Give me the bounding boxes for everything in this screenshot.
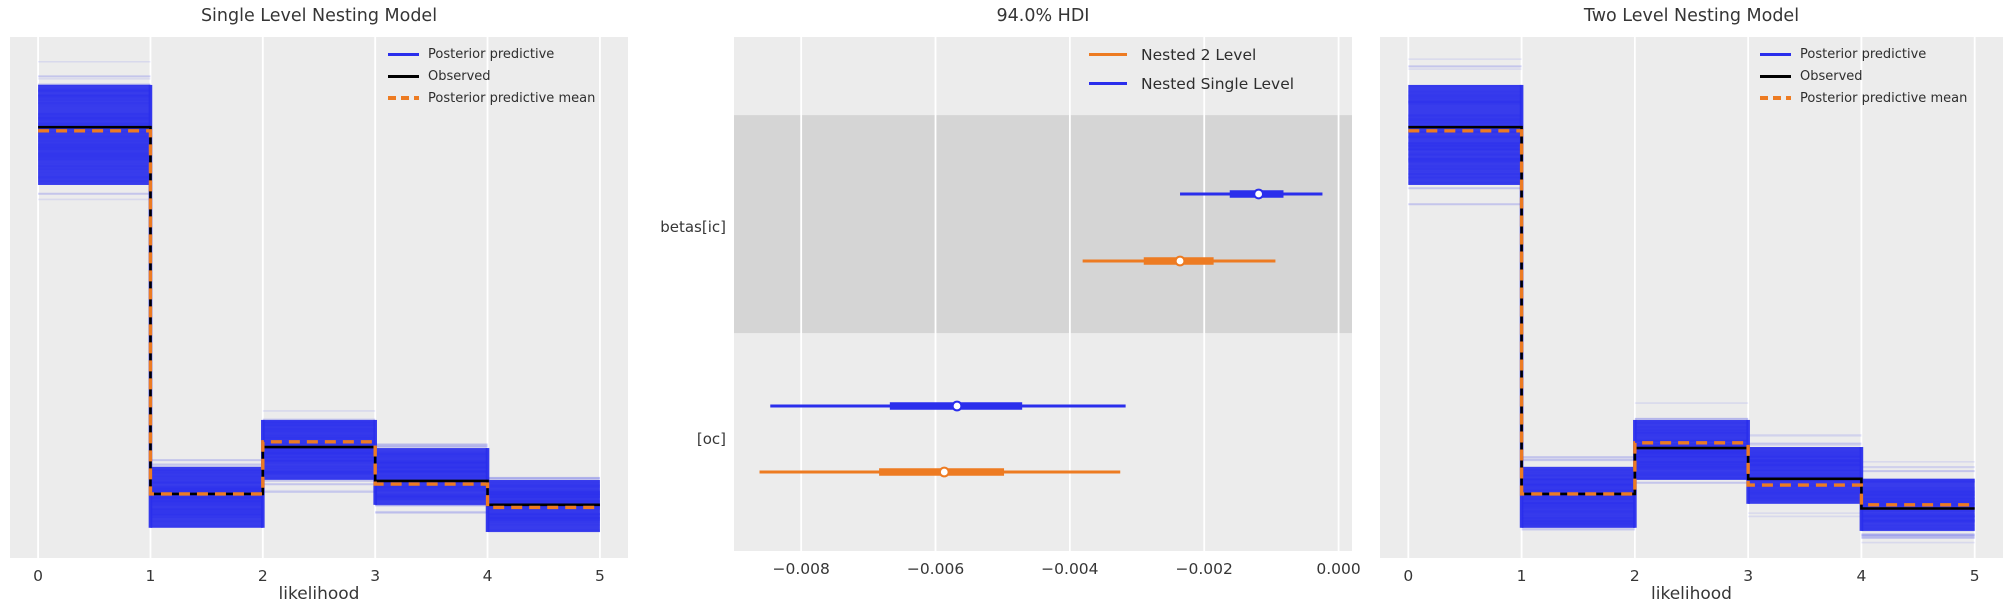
- legend-item-nested-single-level: Nested Single Level: [1089, 69, 1294, 98]
- legend-label: Nested Single Level: [1141, 74, 1295, 93]
- x-tick-label: 3: [1743, 567, 1753, 585]
- posterior-predictive-line-icon: [388, 52, 419, 56]
- median-point: [938, 466, 950, 478]
- x-tick-label: 2: [258, 567, 268, 585]
- legend-item-posterior-predictive: Posterior predictive: [1760, 43, 1967, 65]
- middle-plot-title: 94.0% HDI: [996, 6, 1090, 26]
- x-tick-label: 2: [1630, 567, 1640, 585]
- posterior-predictive-mean-step-line: [1408, 129, 1975, 507]
- legend-label: Posterior predictive mean: [1800, 90, 1968, 106]
- right-ppc-axes: 0 1 2 3 4 5: [1380, 37, 2003, 585]
- observed-line-icon: [1760, 74, 1791, 78]
- posterior-predictive-band: [38, 84, 151, 185]
- legend-two-level-model: Posterior predictive Observed Posterior …: [1760, 43, 1967, 109]
- legend-label: Posterior predictive: [1800, 46, 1927, 62]
- ppc-plot-body: [1408, 58, 1975, 544]
- x-tick-label: 4: [483, 567, 493, 585]
- x-tick-label: 5: [595, 567, 605, 585]
- right-plot-title: Two Level Nesting Model: [1583, 6, 1800, 26]
- legend-item-posterior-predictive: Posterior predictive: [388, 43, 595, 65]
- legend-hdi-forest: Nested 2 Level Nested Single Level: [1089, 40, 1294, 98]
- posterior-predictive-band: [1861, 478, 1975, 531]
- legend-item-posterior-predictive-mean: Posterior predictive mean: [388, 87, 595, 109]
- legend-item-posterior-predictive-mean: Posterior predictive mean: [1760, 87, 1967, 109]
- x-tick-label: 4: [1856, 567, 1866, 585]
- forest-ylabel-oc: [oc]: [696, 430, 726, 448]
- left-plot-title: Single Level Nesting Model: [200, 6, 438, 26]
- left-ppc-axes: 0 1 2 3 4 5: [10, 37, 628, 585]
- mean-dashed-line-icon: [1760, 96, 1791, 100]
- posterior-predictive-mean-step-line: [38, 129, 600, 510]
- median-point: [1174, 255, 1186, 267]
- observed-line-icon: [388, 74, 419, 78]
- legend-label: Observed: [428, 68, 491, 84]
- nested-2-level-line-icon: [1089, 53, 1127, 56]
- mean-dashed-line-icon: [388, 96, 419, 100]
- nested-single-level-line-icon: [1089, 82, 1127, 85]
- x-tick-label: 0: [33, 567, 43, 585]
- legend-label: Nested 2 Level: [1141, 45, 1257, 64]
- x-tick-label: −0.006: [907, 560, 964, 578]
- x-tick-label: 3: [370, 567, 380, 585]
- x-tick-label: −0.004: [1041, 560, 1098, 578]
- legend-item-observed: Observed: [1760, 65, 1967, 87]
- posterior-predictive-band: [1408, 84, 1522, 185]
- forest-axes: −0.008 −0.006 −0.004 −0.002 0.000: [734, 37, 1361, 578]
- x-tick-label: 0.000: [1316, 560, 1360, 578]
- right-xlabel: likelihood: [1651, 584, 1732, 604]
- legend-item-nested-2-level: Nested 2 Level: [1089, 40, 1294, 69]
- legend-label: Posterior predictive mean: [428, 90, 596, 106]
- posterior-predictive-line-icon: [1760, 52, 1791, 56]
- legend-item-observed: Observed: [388, 65, 595, 87]
- posterior-predictive-band: [375, 448, 488, 505]
- posterior-predictive-band: [262, 419, 376, 480]
- x-tick-label: 1: [1517, 567, 1527, 585]
- legend-label: Observed: [1800, 68, 1863, 84]
- ppc-plot-body: [38, 60, 600, 533]
- posterior-predictive-band: [150, 466, 263, 528]
- posterior-predictive-band: [1634, 419, 1749, 480]
- x-tick-label: −0.002: [1176, 560, 1233, 578]
- legend-label: Posterior predictive: [428, 46, 555, 62]
- median-point: [1253, 188, 1265, 200]
- posterior-predictive-band: [1521, 466, 1635, 528]
- x-tick-label: 0: [1403, 567, 1413, 585]
- forest-ylabel-betas-ic: betas[ic]: [660, 218, 726, 236]
- left-xlabel: likelihood: [278, 584, 360, 604]
- x-tick-label: 5: [1970, 567, 1980, 585]
- posterior-predictive-band: [1748, 447, 1862, 504]
- median-point: [951, 400, 963, 412]
- forest-row-shading: [734, 115, 1352, 334]
- legend-single-level-model: Posterior predictive Observed Posterior …: [388, 43, 595, 109]
- x-tick-label: 1: [146, 567, 156, 585]
- x-tick-label: −0.008: [772, 560, 829, 578]
